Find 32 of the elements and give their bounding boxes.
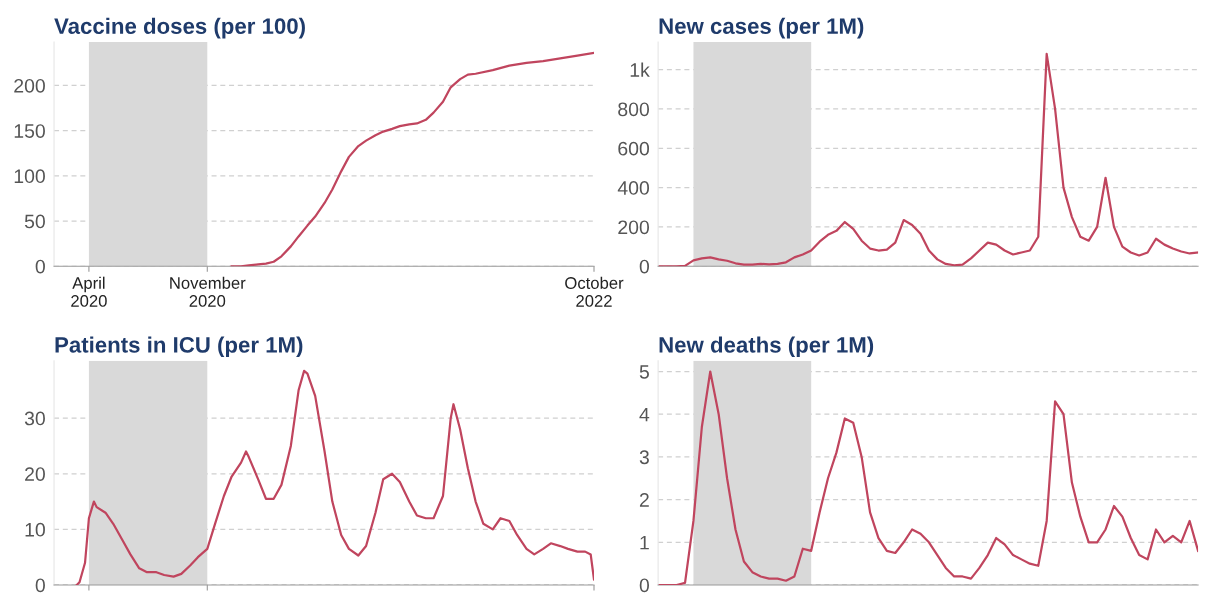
- line-series: [230, 51, 594, 267]
- x-tick-label: October 2022: [565, 276, 624, 307]
- chart-title: Patients in ICU (per 1M): [55, 336, 303, 358]
- y-tick-label: 1: [640, 535, 649, 550]
- line-series: [658, 52, 1199, 267]
- chart-title: Vaccine doses (per 100): [54, 17, 305, 39]
- y-tick-label: 600: [618, 141, 650, 156]
- x-tick-label: April 2020: [71, 276, 107, 307]
- y-tick-label: 0: [35, 578, 45, 593]
- y-tick-label: 5: [639, 365, 649, 379]
- line-series: [658, 370, 1199, 585]
- y-tick-label: 20: [25, 467, 45, 481]
- chart-title: New cases (per 1M): [659, 17, 864, 39]
- y-tick-label: 0: [35, 259, 45, 274]
- y-tick-label: 1k: [630, 62, 650, 77]
- y-tick-label: 800: [618, 102, 650, 117]
- y-tick-label: 200: [618, 220, 650, 235]
- y-tick-label: 10: [25, 522, 45, 537]
- y-tick-label: 2: [639, 493, 649, 507]
- y-tick-label: 0: [639, 578, 650, 593]
- y-tick-label: 3: [639, 450, 649, 465]
- y-tick-label: 400: [617, 181, 650, 195]
- y-tick-label: 4: [639, 407, 650, 422]
- line-series: [75, 369, 594, 585]
- chart-title: New deaths (per 1M): [659, 336, 874, 358]
- y-tick-label: 100: [14, 169, 45, 184]
- y-tick-label: 200: [14, 78, 45, 93]
- y-tick-label: 0: [639, 259, 650, 274]
- y-tick-label: 150: [14, 124, 45, 138]
- y-tick-label: 30: [24, 411, 45, 426]
- x-tick-label: November 2020: [170, 276, 246, 307]
- y-tick-label: 50: [24, 214, 45, 229]
